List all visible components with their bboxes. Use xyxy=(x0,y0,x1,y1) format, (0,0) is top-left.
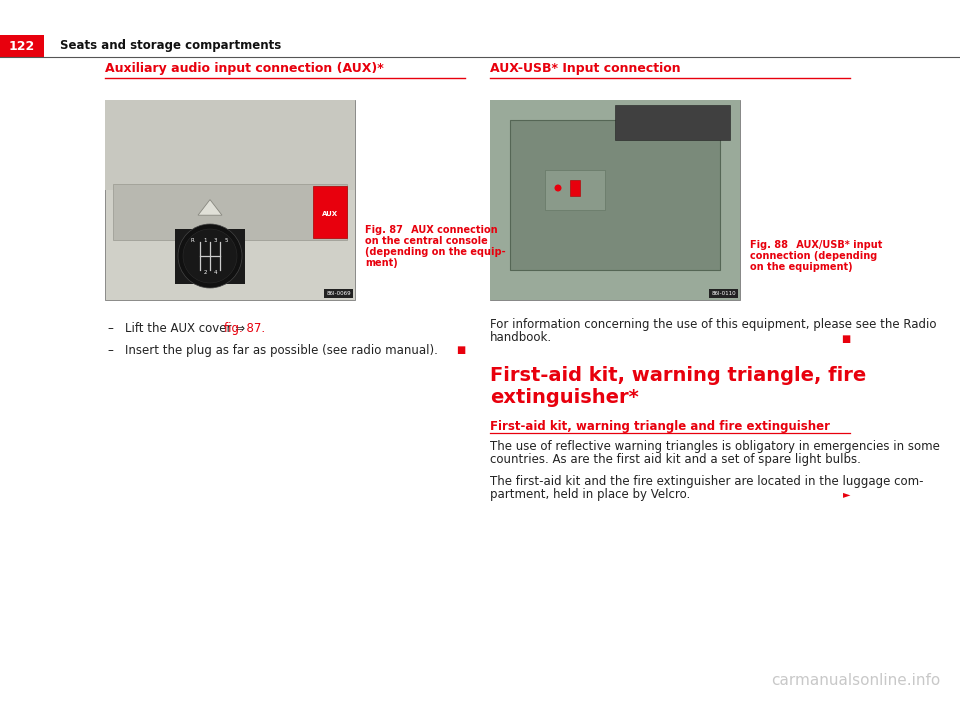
Text: carmanualsonline.info: carmanualsonline.info xyxy=(771,673,940,688)
Bar xyxy=(175,229,245,283)
Bar xyxy=(570,180,580,196)
Bar xyxy=(545,170,605,210)
Text: Fig. 88  AUX/USB* input: Fig. 88 AUX/USB* input xyxy=(750,240,882,250)
Text: Seats and storage compartments: Seats and storage compartments xyxy=(60,39,281,53)
Text: Insert the plug as far as possible (see radio manual).: Insert the plug as far as possible (see … xyxy=(125,344,438,357)
Text: ►: ► xyxy=(843,489,850,499)
Circle shape xyxy=(178,224,242,288)
Text: The use of reflective warning triangles is obligatory in emergencies in some: The use of reflective warning triangles … xyxy=(490,440,940,453)
Text: handbook.: handbook. xyxy=(490,331,552,344)
Text: 86I-0069: 86I-0069 xyxy=(326,291,351,296)
Bar xyxy=(490,100,740,300)
Text: (depending on the equip-: (depending on the equip- xyxy=(365,247,506,257)
Text: extinguisher*: extinguisher* xyxy=(490,388,638,407)
Text: 4: 4 xyxy=(213,269,217,275)
Text: ■: ■ xyxy=(841,334,850,344)
Text: 3: 3 xyxy=(213,238,217,243)
Polygon shape xyxy=(198,200,222,215)
Bar xyxy=(313,186,347,238)
Text: AUX: AUX xyxy=(322,211,338,217)
Text: connection (depending: connection (depending xyxy=(750,251,877,261)
Circle shape xyxy=(555,184,562,191)
Text: Fig. 87  AUX connection: Fig. 87 AUX connection xyxy=(365,225,497,235)
Bar xyxy=(105,100,355,190)
Text: countries. As are the first aid kit and a set of spare light bulbs.: countries. As are the first aid kit and … xyxy=(490,453,861,466)
Bar xyxy=(490,100,740,300)
Bar xyxy=(105,100,355,300)
Text: The first-aid kit and the fire extinguisher are located in the luggage com-: The first-aid kit and the fire extinguis… xyxy=(490,475,924,488)
Text: For information concerning the use of this equipment, please see the Radio: For information concerning the use of th… xyxy=(490,318,937,331)
Text: Lift the AUX cover ⇒: Lift the AUX cover ⇒ xyxy=(125,322,245,335)
Bar xyxy=(0,0,960,57)
Text: 5: 5 xyxy=(225,238,228,243)
Bar xyxy=(0,35,44,57)
Text: First-aid kit, warning triangle and fire extinguisher: First-aid kit, warning triangle and fire… xyxy=(490,420,830,433)
Text: ment): ment) xyxy=(365,258,397,268)
Text: fig. 87.: fig. 87. xyxy=(224,322,265,335)
Text: on the central console: on the central console xyxy=(365,236,488,246)
Text: First-aid kit, warning triangle, fire: First-aid kit, warning triangle, fire xyxy=(490,366,866,385)
Text: –: – xyxy=(107,322,113,335)
Text: R: R xyxy=(190,238,194,243)
Text: 2: 2 xyxy=(204,269,206,275)
Text: partment, held in place by Velcro.: partment, held in place by Velcro. xyxy=(490,488,690,501)
Circle shape xyxy=(183,229,237,283)
Text: on the equipment): on the equipment) xyxy=(750,262,852,272)
Bar xyxy=(113,184,347,240)
Text: ■: ■ xyxy=(456,345,465,355)
Text: 86I-0110: 86I-0110 xyxy=(711,291,736,296)
Text: AUX-USB* Input connection: AUX-USB* Input connection xyxy=(490,62,681,75)
Text: 122: 122 xyxy=(9,39,36,53)
Bar xyxy=(615,105,730,140)
Text: –: – xyxy=(107,344,113,357)
Text: Auxiliary audio input connection (AUX)*: Auxiliary audio input connection (AUX)* xyxy=(105,62,384,75)
Bar xyxy=(510,120,720,270)
Text: 1: 1 xyxy=(204,238,206,243)
